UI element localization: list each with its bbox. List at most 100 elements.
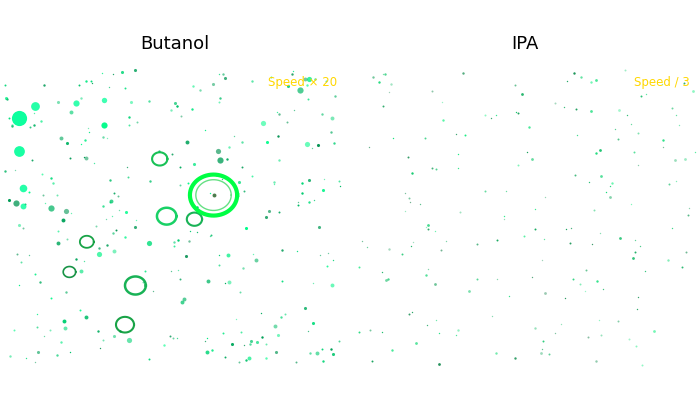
Point: [290, 359, 302, 365]
Point: [206, 347, 217, 353]
Point: [86, 80, 97, 86]
Point: [365, 327, 376, 333]
Point: [169, 239, 180, 245]
Point: [471, 276, 482, 282]
Point: [223, 251, 234, 258]
Point: [540, 290, 551, 296]
Point: [302, 328, 314, 334]
Point: [536, 257, 547, 263]
Point: [592, 278, 603, 284]
Point: [223, 144, 235, 151]
Point: [536, 346, 547, 352]
Point: [526, 155, 538, 162]
Point: [585, 79, 596, 85]
Point: [406, 309, 417, 315]
Point: [194, 87, 205, 93]
Point: [490, 112, 501, 119]
Point: [46, 175, 57, 181]
Point: [125, 99, 136, 106]
Point: [51, 191, 62, 198]
Point: [1, 96, 12, 102]
Point: [123, 122, 134, 128]
Point: [335, 183, 346, 190]
Point: [237, 139, 248, 145]
Point: [615, 235, 626, 242]
Point: [260, 341, 272, 348]
Point: [450, 131, 461, 138]
Point: [29, 103, 41, 109]
Point: [199, 127, 211, 134]
Point: [657, 81, 668, 87]
Point: [631, 343, 642, 349]
Point: [560, 226, 571, 232]
Point: [513, 162, 524, 168]
Point: [387, 135, 398, 141]
Point: [218, 71, 229, 77]
Point: [423, 226, 434, 232]
Point: [108, 190, 120, 196]
Point: [526, 274, 538, 280]
Point: [326, 128, 337, 135]
Point: [273, 133, 284, 139]
Point: [326, 115, 337, 122]
Point: [452, 326, 463, 333]
Point: [246, 78, 258, 85]
Point: [670, 112, 681, 118]
Point: [426, 165, 438, 172]
Point: [669, 157, 680, 163]
Point: [13, 148, 24, 154]
Point: [47, 180, 58, 186]
Point: [530, 206, 541, 212]
Point: [53, 228, 64, 234]
Point: [247, 251, 258, 258]
Point: [189, 160, 200, 167]
Point: [71, 100, 82, 106]
Point: [379, 71, 390, 77]
Point: [356, 238, 368, 244]
Point: [79, 137, 90, 143]
Point: [164, 333, 176, 339]
Point: [100, 216, 111, 223]
Point: [140, 268, 151, 274]
Point: [105, 177, 116, 183]
Point: [4, 197, 15, 204]
Point: [272, 109, 283, 115]
Point: [479, 112, 490, 118]
Point: [260, 354, 272, 361]
Point: [246, 173, 257, 179]
Point: [575, 74, 587, 80]
Point: [0, 95, 11, 101]
Point: [83, 125, 94, 131]
Point: [403, 310, 414, 317]
Point: [187, 106, 198, 112]
Point: [92, 328, 104, 334]
Point: [60, 325, 71, 331]
Point: [632, 162, 643, 168]
Point: [309, 197, 320, 203]
Point: [667, 225, 678, 231]
Point: [420, 224, 431, 230]
Point: [273, 157, 284, 163]
Point: [377, 71, 388, 77]
Point: [399, 208, 410, 215]
Point: [471, 241, 482, 247]
Point: [178, 296, 189, 303]
Point: [6, 122, 18, 128]
Point: [498, 213, 510, 219]
Point: [457, 70, 468, 76]
Point: [586, 108, 597, 114]
Point: [459, 132, 470, 138]
Point: [519, 233, 530, 240]
Point: [368, 74, 379, 80]
Point: [167, 151, 178, 158]
Point: [38, 82, 50, 88]
Point: [191, 204, 202, 210]
Point: [130, 217, 141, 223]
Point: [517, 91, 528, 97]
Point: [57, 217, 69, 223]
Point: [353, 329, 364, 335]
Point: [274, 110, 285, 117]
Point: [61, 289, 72, 296]
Point: [90, 222, 101, 229]
Point: [271, 349, 282, 355]
